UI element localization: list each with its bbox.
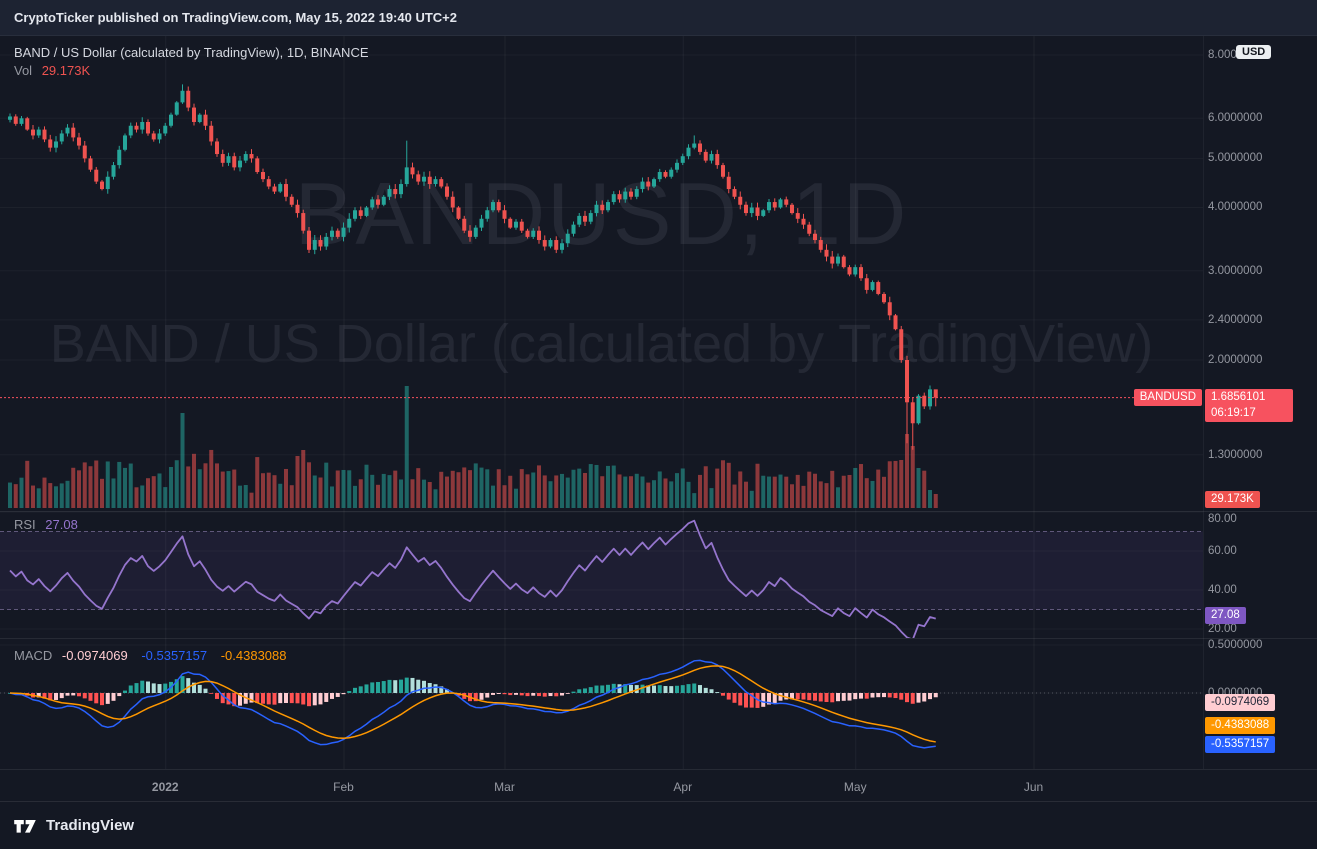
last-price-value: 1.6856101 — [1211, 390, 1266, 403]
time-axis-label: Feb — [333, 780, 354, 794]
tradingview-logo[interactable] — [13, 815, 37, 837]
macd-histogram-badge: -0.0974069 — [1205, 694, 1276, 711]
bar-countdown: 06:19:17 — [1211, 406, 1256, 419]
volume-legend-label: Vol — [14, 63, 33, 78]
rsi-value-badge: 27.08 — [1205, 606, 1246, 624]
macd-signal-value: -0.4383088 — [220, 648, 287, 663]
macd-signal-badge: -0.4383088 — [1205, 717, 1276, 734]
macd-legend[interactable]: MACD -0.0974069 -0.5357157 -0.4383088 — [14, 648, 297, 663]
macd-legend-label: MACD — [14, 648, 53, 663]
volume-legend-value: 29.173K — [41, 63, 91, 78]
price-line-symbol-badge: BANDUSD — [1133, 388, 1202, 406]
rsi-legend-value: 27.08 — [45, 517, 78, 532]
macd-line-badge: -0.5357157 — [1205, 736, 1276, 753]
rsi-legend[interactable]: RSI 27.08 — [14, 517, 88, 532]
volume-badge: 29.173K — [1205, 491, 1260, 508]
symbol-title[interactable]: BAND / US Dollar (calculated by TradingV… — [14, 45, 369, 60]
last-price-badge: 1.6856101 06:19:17 — [1205, 388, 1293, 422]
macd-line-value: -0.5357157 — [141, 648, 208, 663]
footer-bar: TradingView — [0, 801, 1317, 849]
symbol-legend[interactable]: BAND / US Dollar (calculated by TradingV… — [14, 45, 369, 60]
time-axis[interactable]: 2022 Feb Mar Apr May Jun — [0, 769, 1317, 801]
currency-unit-button[interactable]: USD — [1236, 45, 1272, 59]
time-axis-label: 2022 — [151, 780, 179, 794]
macd-histogram-value: -0.0974069 — [61, 648, 128, 663]
tradingview-brand[interactable]: TradingView — [46, 817, 135, 834]
time-axis-label: May — [843, 780, 867, 794]
header-text: CryptoTicker published on TradingView.co… — [14, 10, 457, 25]
rsi-legend-label: RSI — [14, 517, 36, 532]
volume-legend[interactable]: Vol 29.173K — [14, 63, 100, 78]
time-axis-label: Mar — [494, 780, 515, 794]
header-bar: CryptoTicker published on TradingView.co… — [0, 0, 1317, 36]
time-axis-label: Apr — [673, 780, 693, 794]
time-axis-label: Jun — [1023, 780, 1044, 794]
